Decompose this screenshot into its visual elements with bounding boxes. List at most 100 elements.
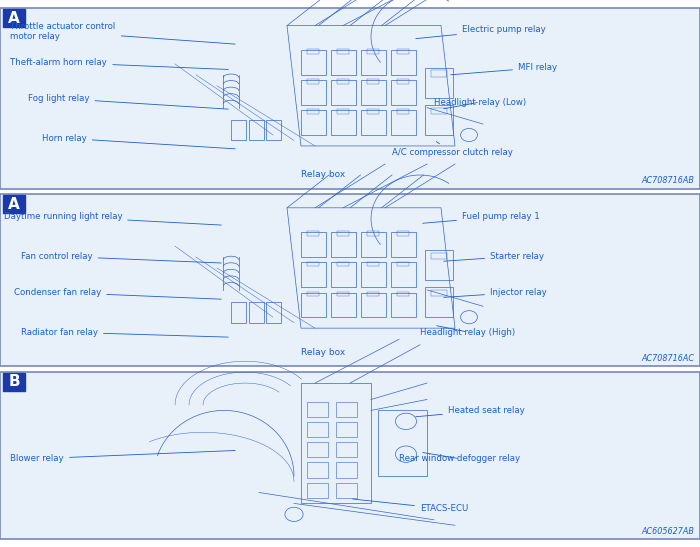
Bar bbox=[361, 110, 386, 135]
Bar bbox=[368, 292, 379, 296]
Bar bbox=[0, 8, 700, 189]
Bar bbox=[361, 232, 386, 257]
Text: A: A bbox=[8, 196, 20, 212]
Bar bbox=[231, 302, 246, 323]
Bar bbox=[301, 110, 326, 135]
Bar bbox=[266, 302, 281, 323]
Text: Fan control relay: Fan control relay bbox=[21, 252, 221, 263]
Bar bbox=[337, 49, 349, 54]
Text: MFI relay: MFI relay bbox=[451, 63, 557, 75]
Bar bbox=[336, 482, 357, 498]
Bar bbox=[301, 293, 326, 317]
Bar bbox=[425, 105, 453, 135]
Bar bbox=[331, 263, 356, 287]
Text: A: A bbox=[8, 10, 20, 26]
Bar bbox=[336, 401, 357, 417]
Text: Heated seat relay: Heated seat relay bbox=[416, 406, 525, 417]
Bar bbox=[336, 422, 357, 437]
Bar bbox=[391, 110, 416, 135]
Bar bbox=[391, 80, 416, 105]
Bar bbox=[307, 462, 328, 478]
Text: ETACS-ECU: ETACS-ECU bbox=[353, 499, 468, 513]
Bar bbox=[331, 80, 356, 105]
Text: Rear window defogger relay: Rear window defogger relay bbox=[399, 452, 520, 463]
Bar bbox=[0, 372, 700, 539]
Bar bbox=[3, 9, 25, 27]
Bar bbox=[368, 261, 379, 266]
Text: Injector relay: Injector relay bbox=[444, 288, 547, 298]
Bar bbox=[398, 109, 410, 114]
Text: Fuel pump relay 1: Fuel pump relay 1 bbox=[423, 212, 540, 223]
Text: A/C compressor clutch relay: A/C compressor clutch relay bbox=[392, 142, 513, 157]
Text: AC708716AC: AC708716AC bbox=[641, 354, 694, 363]
Bar bbox=[307, 231, 319, 236]
Bar bbox=[425, 68, 453, 98]
Bar bbox=[398, 49, 410, 54]
Bar bbox=[337, 109, 349, 114]
Text: Theft-alarm horn relay: Theft-alarm horn relay bbox=[10, 58, 228, 69]
Bar bbox=[337, 292, 349, 296]
Bar bbox=[398, 231, 410, 236]
Bar bbox=[391, 263, 416, 287]
Bar bbox=[337, 231, 349, 236]
Bar bbox=[368, 49, 379, 54]
Bar bbox=[361, 293, 386, 317]
Bar bbox=[307, 401, 328, 417]
Bar bbox=[231, 120, 246, 141]
Bar bbox=[361, 263, 386, 287]
Bar bbox=[301, 80, 326, 105]
Text: Electric pump relay: Electric pump relay bbox=[416, 25, 546, 39]
Bar bbox=[336, 442, 357, 457]
Text: B: B bbox=[8, 374, 20, 389]
Bar bbox=[378, 410, 427, 476]
Bar bbox=[301, 263, 326, 287]
Bar bbox=[361, 50, 386, 75]
Bar bbox=[398, 79, 410, 84]
Bar bbox=[368, 79, 379, 84]
Bar bbox=[331, 50, 356, 75]
Bar bbox=[368, 109, 379, 114]
Bar bbox=[307, 49, 319, 54]
Bar bbox=[307, 422, 328, 437]
Text: Throttle actuator control
motor relay: Throttle actuator control motor relay bbox=[10, 22, 235, 44]
Bar bbox=[425, 287, 453, 317]
Bar bbox=[3, 195, 25, 213]
Text: Radiator fan relay: Radiator fan relay bbox=[21, 328, 228, 337]
Bar bbox=[266, 120, 281, 141]
Bar bbox=[307, 482, 328, 498]
Text: Fog light relay: Fog light relay bbox=[28, 94, 228, 109]
Bar bbox=[307, 261, 319, 266]
Bar bbox=[368, 231, 379, 236]
Bar bbox=[307, 442, 328, 457]
Bar bbox=[307, 109, 319, 114]
Bar bbox=[391, 293, 416, 317]
Bar bbox=[398, 261, 410, 266]
Text: Daytime running light relay: Daytime running light relay bbox=[4, 212, 221, 225]
Text: Headlight relay (Low): Headlight relay (Low) bbox=[434, 97, 526, 109]
Bar bbox=[331, 232, 356, 257]
Text: Headlight relay (High): Headlight relay (High) bbox=[420, 325, 515, 336]
Bar bbox=[398, 292, 410, 296]
Bar bbox=[425, 250, 453, 280]
Bar bbox=[391, 50, 416, 75]
Text: Horn relay: Horn relay bbox=[42, 133, 235, 149]
Bar bbox=[307, 292, 319, 296]
Bar bbox=[336, 462, 357, 478]
Bar bbox=[331, 293, 356, 317]
Bar bbox=[301, 232, 326, 257]
Bar bbox=[391, 232, 416, 257]
Bar bbox=[337, 79, 349, 84]
Bar bbox=[248, 302, 264, 323]
Bar bbox=[337, 261, 349, 266]
Bar bbox=[430, 71, 447, 77]
Text: AC605627AB: AC605627AB bbox=[641, 527, 694, 536]
Bar bbox=[307, 79, 319, 84]
Text: Relay box: Relay box bbox=[301, 348, 345, 357]
Text: AC708716AB: AC708716AB bbox=[641, 177, 694, 185]
Bar bbox=[430, 108, 447, 114]
Bar bbox=[301, 383, 371, 503]
Bar bbox=[248, 120, 264, 141]
Bar bbox=[361, 80, 386, 105]
Bar bbox=[301, 50, 326, 75]
Text: Blower relay: Blower relay bbox=[10, 451, 235, 463]
